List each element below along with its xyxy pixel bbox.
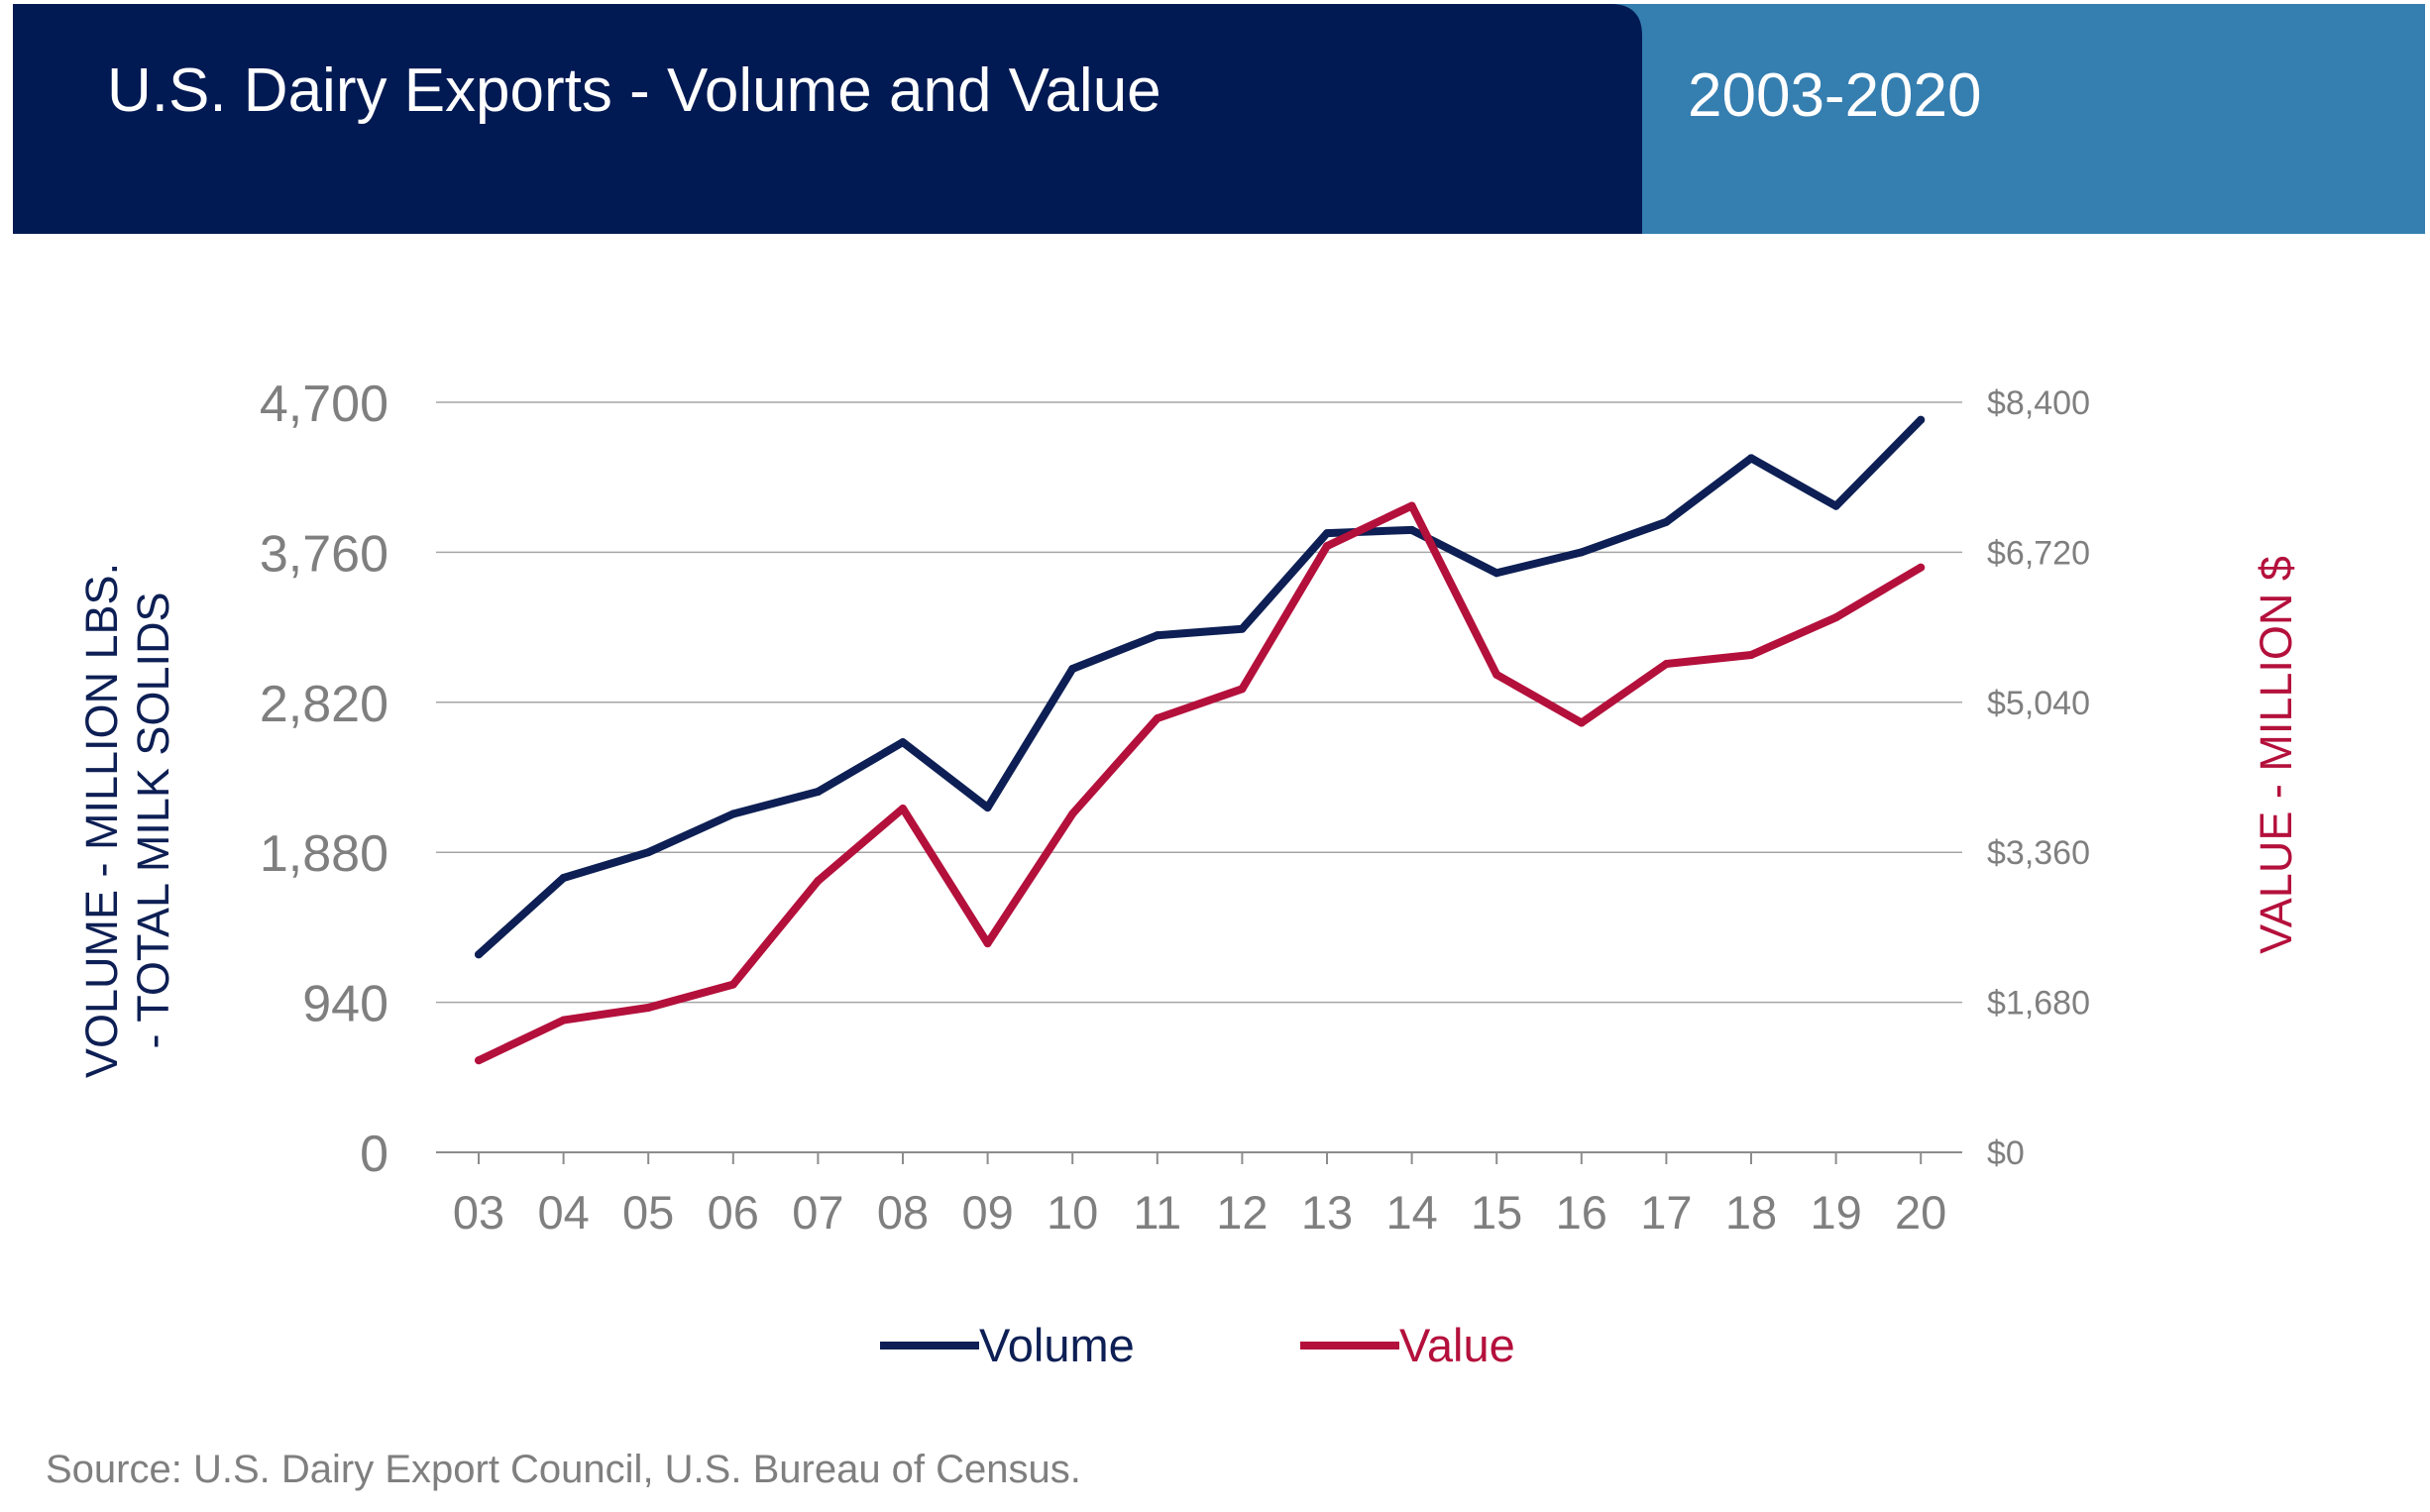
y-left-tick-label: 1,880	[260, 825, 388, 883]
legend-volume-label: Volume	[979, 1319, 1135, 1371]
data-point-value	[1917, 563, 1926, 572]
data-point-value	[899, 805, 907, 813]
data-point-value	[1577, 718, 1586, 727]
data-point-volume	[814, 787, 823, 796]
data-point-volume	[899, 738, 907, 747]
data-point-value	[1153, 714, 1161, 723]
data-point-volume	[983, 804, 992, 812]
x-tick-label: 13	[1301, 1186, 1353, 1239]
y-right-tick-label: $8,400	[1987, 384, 2090, 422]
x-tick-label: 06	[708, 1186, 759, 1239]
chart-title: U.S. Dairy Exports - Volume and Value	[107, 56, 1161, 125]
data-point-volume	[728, 810, 737, 818]
data-point-value	[1323, 542, 1331, 551]
data-point-volume	[559, 873, 568, 882]
y-left-tick-label: 0	[360, 1126, 388, 1183]
x-tick-label: 19	[1810, 1186, 1861, 1239]
x-tick-label: 04	[537, 1186, 589, 1239]
chart-years: 2003-2020	[1688, 61, 1982, 130]
source-note: Source: U.S. Dairy Export Council, U.S. …	[46, 1448, 1081, 1491]
data-point-volume	[1323, 529, 1331, 538]
data-point-value	[1407, 501, 1416, 510]
data-point-volume	[1831, 501, 1840, 510]
x-tick-label: 10	[1047, 1186, 1098, 1239]
y-left-tick-label: 2,820	[260, 676, 388, 733]
data-point-value	[814, 877, 823, 886]
data-point-volume	[1238, 624, 1247, 633]
y-axis-right: $0 $1,680 $3,360 $5,040 $6,720 $8,400	[1987, 384, 2090, 1172]
data-point-volume	[1153, 631, 1161, 640]
y-axis-right-title: VALUE - MILLION $	[2251, 556, 2301, 954]
data-point-value	[1662, 660, 1671, 669]
legend-value-label: Value	[1399, 1319, 1515, 1371]
x-axis: 03 04 05 06 07 08 09 10 11 12 13 14 15 16 17 18 19 20	[453, 1152, 1946, 1239]
data-point-value	[559, 1016, 568, 1025]
data-point-value	[1831, 613, 1840, 622]
data-point-value	[1747, 651, 1755, 660]
data-point-volume	[1747, 454, 1755, 463]
x-tick-label: 20	[1895, 1186, 1946, 1239]
y-axis-left-title-line1: VOLUME - MILLION LBS.	[76, 563, 127, 1078]
x-tick-label: 03	[453, 1186, 504, 1239]
data-point-value	[728, 980, 737, 989]
y-right-tick-label: $0	[1987, 1134, 2025, 1172]
legend: Volume Value	[880, 1319, 1515, 1371]
data-point-volume	[1917, 415, 1926, 424]
x-tick-label: 08	[877, 1186, 929, 1239]
x-tick-label: 15	[1471, 1186, 1522, 1239]
y-left-tick-label: 940	[302, 976, 388, 1033]
y-left-tick-label: 4,700	[260, 376, 388, 433]
data-point-value	[644, 1004, 653, 1013]
x-tick-label: 07	[792, 1186, 843, 1239]
data-point-value	[475, 1056, 483, 1065]
y-axis-left: 0 940 1,880 2,820 3,760 4,700	[260, 376, 388, 1183]
x-tick-label: 12	[1216, 1186, 1268, 1239]
data-point-value	[1492, 670, 1501, 679]
data-point-value	[1238, 685, 1247, 694]
data-point-volume	[1068, 664, 1077, 673]
data-point-value	[1068, 810, 1077, 818]
x-tick-label: 09	[961, 1186, 1013, 1239]
y-left-tick-label: 3,760	[260, 525, 388, 583]
y-right-tick-label: $1,680	[1987, 985, 2090, 1023]
data-point-volume	[1407, 525, 1416, 534]
x-tick-label: 16	[1556, 1186, 1607, 1239]
x-tick-label: 11	[1133, 1186, 1181, 1239]
data-point-volume	[1662, 517, 1671, 526]
series-line-value	[475, 501, 1926, 1065]
x-tick-label: 14	[1385, 1186, 1437, 1239]
data-point-value	[983, 939, 992, 948]
y-right-tick-label: $6,720	[1987, 534, 2090, 572]
data-point-volume	[475, 950, 483, 959]
header-light-bar	[1566, 4, 2425, 234]
series-line-volume	[475, 415, 1926, 959]
y-right-tick-label: $3,360	[1987, 834, 2090, 872]
data-point-volume	[1492, 569, 1501, 578]
y-right-tick-label: $5,040	[1987, 685, 2090, 722]
x-tick-label: 05	[622, 1186, 674, 1239]
y-axis-left-title-line2: - TOTAL MILK SOLIDS	[128, 593, 178, 1049]
grid-lines	[436, 401, 1962, 1153]
data-point-volume	[1577, 548, 1586, 557]
series-lines	[475, 415, 1926, 1065]
header-dark-bar	[13, 4, 1642, 234]
data-point-volume	[644, 848, 653, 857]
x-tick-label: 18	[1725, 1186, 1777, 1239]
x-tick-label: 17	[1640, 1186, 1692, 1239]
